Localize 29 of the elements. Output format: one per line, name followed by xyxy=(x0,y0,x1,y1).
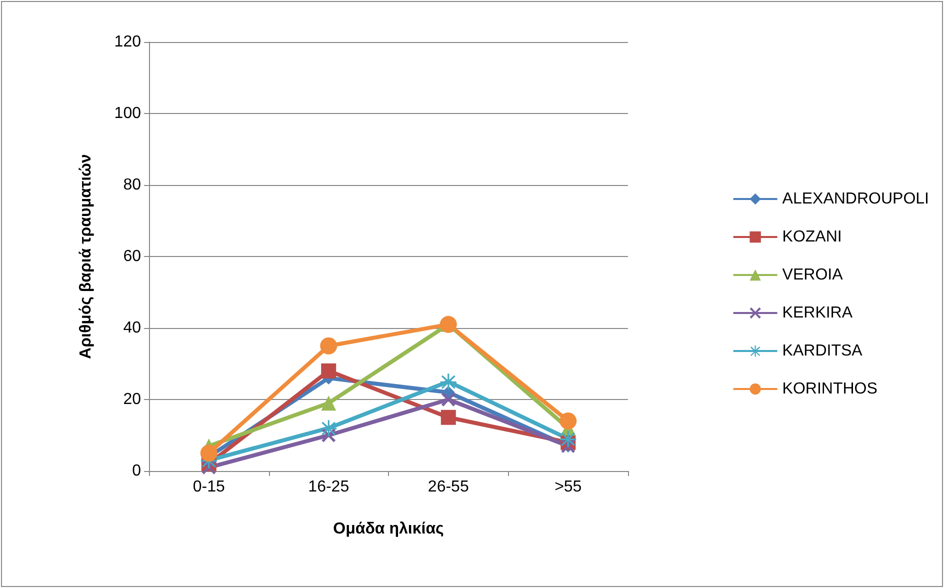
y-tick-label: 20 xyxy=(123,391,142,408)
y-axis-title: Αριθμός βαριά τραυματιών xyxy=(78,154,94,359)
x-tick-label: 0-15 xyxy=(192,478,225,496)
y-tick-label: 80 xyxy=(123,176,142,194)
y-tick-label: 0 xyxy=(132,462,142,480)
point xyxy=(440,374,456,390)
legend-label: VEROIA xyxy=(782,266,844,284)
y-tick-label: 100 xyxy=(114,105,142,122)
x-tick-label: >55 xyxy=(554,478,582,496)
point xyxy=(320,337,338,354)
x-axis-title: Ομάδα ηλικίας xyxy=(333,520,444,538)
legend-label: ALEXANDROUPOLI xyxy=(782,190,930,208)
point xyxy=(200,444,218,462)
legend-label: KARDITSA xyxy=(782,342,863,360)
y-tick-label: 40 xyxy=(123,320,142,336)
legend-label: KOZANI xyxy=(782,228,842,246)
x-tick-label: 16-25 xyxy=(308,478,350,496)
point xyxy=(560,430,576,447)
legend-label: KORINTHOS xyxy=(782,380,878,398)
x-tick-label: 26-55 xyxy=(428,478,469,496)
point xyxy=(440,410,456,425)
y-tick-label: 120 xyxy=(114,34,142,50)
point xyxy=(560,412,577,430)
y-tick-label: 60 xyxy=(123,248,142,265)
point xyxy=(321,363,336,378)
point xyxy=(441,392,456,406)
point xyxy=(321,396,336,411)
point xyxy=(320,420,337,436)
legend-label: KERKIRA xyxy=(782,304,853,322)
